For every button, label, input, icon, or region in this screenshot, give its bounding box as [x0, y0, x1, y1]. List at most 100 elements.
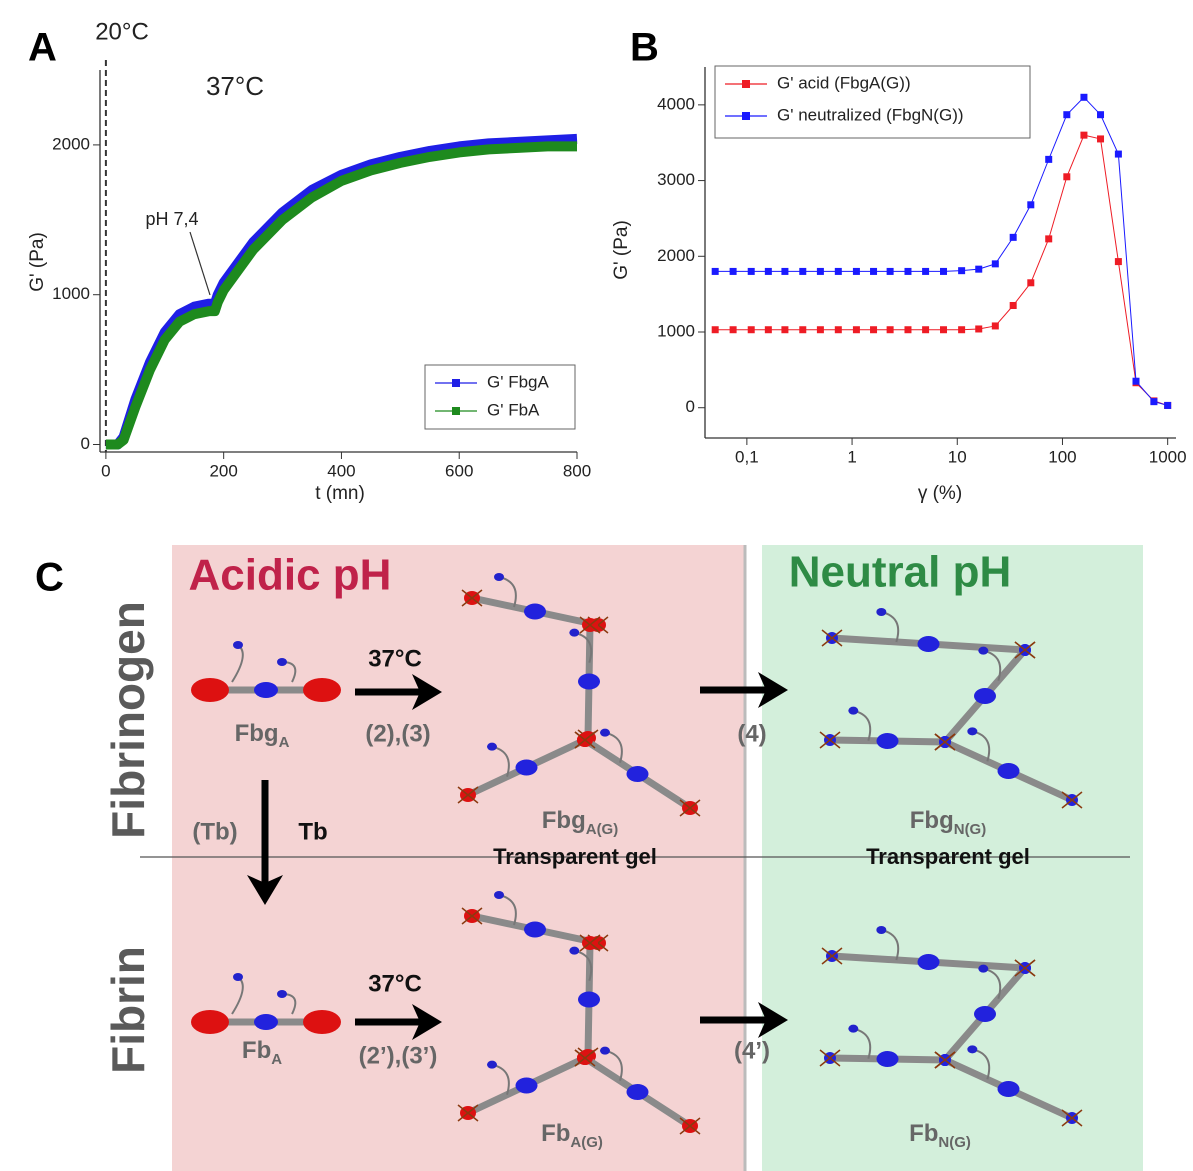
domain [569, 628, 580, 637]
y-tick-label: 2000 [657, 246, 695, 265]
step-label: Tb [298, 818, 327, 845]
y-tick-label: 2000 [52, 134, 90, 153]
panel-label: C [35, 556, 64, 600]
knot [679, 1117, 701, 1135]
domain [303, 1010, 341, 1034]
marker [747, 267, 755, 275]
marker [1063, 173, 1071, 181]
marker [991, 322, 999, 330]
domain [191, 678, 229, 702]
domain [303, 678, 341, 702]
x-tick-label: 10 [948, 447, 967, 466]
domain [848, 706, 859, 715]
domain [876, 1051, 899, 1067]
knot [1061, 791, 1083, 809]
y-axis-label: G' (Pa) [27, 232, 48, 292]
step-label: (2),(3) [365, 720, 430, 747]
knot [1014, 959, 1036, 977]
marker [1063, 111, 1071, 119]
step-label: 37°C [368, 970, 422, 997]
marker [870, 267, 878, 275]
legend-marker [742, 112, 750, 120]
legend-marker [452, 407, 460, 415]
step-label: 37°C [368, 645, 422, 672]
species-sub: N(G) [938, 1134, 971, 1151]
marker [1097, 111, 1105, 119]
species-label: FbA [242, 1037, 282, 1068]
species-name: Fbg [235, 720, 279, 747]
knot [461, 589, 483, 607]
marker [975, 325, 983, 333]
species-name: Fb [909, 1120, 938, 1147]
marker [852, 267, 860, 275]
marker [1150, 398, 1158, 406]
legend-label: G' FbA [487, 400, 540, 419]
step-label: (4’) [734, 1037, 770, 1064]
x-tick-label: 1000 [1149, 447, 1187, 466]
marker [1027, 279, 1035, 287]
marker [1045, 155, 1053, 163]
x-axis-label: t (mn) [315, 483, 365, 504]
domain [967, 1045, 978, 1054]
region-label: Acidic pH [189, 551, 392, 600]
domain [524, 921, 546, 938]
row-label: Fibrin [102, 946, 154, 1074]
x-tick-label: 400 [327, 461, 355, 480]
knot [821, 629, 843, 647]
marker [1027, 201, 1035, 209]
domain [967, 727, 978, 736]
marker [711, 267, 719, 275]
domain [974, 1006, 996, 1022]
domain [876, 608, 887, 616]
marker [781, 267, 789, 275]
x-axis-label: γ (%) [918, 483, 962, 504]
marker [958, 326, 966, 334]
marker [1132, 377, 1140, 385]
marker [940, 326, 948, 334]
domain [978, 964, 989, 973]
domain [277, 658, 287, 666]
marker [1009, 233, 1017, 241]
marker [975, 265, 983, 273]
domain [578, 991, 600, 1008]
marker [870, 326, 878, 334]
step-label: (2’),(3’) [359, 1042, 438, 1069]
region-label: Neutral pH [789, 548, 1011, 597]
species-sub: A [279, 734, 290, 751]
x-tick-label: 600 [445, 461, 473, 480]
caption: Transparent gel [493, 844, 657, 869]
domain [978, 646, 989, 655]
caption: Transparent gel [866, 844, 1030, 869]
knot [457, 786, 479, 804]
y-tick-label: 0 [81, 434, 90, 453]
x-tick-label: 100 [1048, 447, 1076, 466]
domain [277, 990, 287, 998]
marker [781, 326, 789, 334]
domain [997, 763, 1020, 779]
x-tick-label: 0,1 [735, 447, 759, 466]
legend-label: G' FbgA [487, 372, 549, 391]
marker [764, 267, 772, 275]
marker [1097, 135, 1105, 143]
marker [886, 326, 894, 334]
y-tick-label: 0 [686, 397, 695, 416]
domain [569, 946, 580, 955]
domain [848, 1024, 859, 1033]
knot [819, 1049, 841, 1067]
domain [515, 759, 538, 776]
knot [1061, 1109, 1083, 1127]
y-tick-label: 1000 [52, 284, 90, 303]
knot [579, 616, 601, 634]
knot [819, 731, 841, 749]
domain [494, 573, 504, 581]
domain [254, 682, 278, 698]
marker [1114, 150, 1122, 158]
species-sub: N(G) [954, 821, 987, 838]
marker [764, 326, 772, 334]
y-tick-label: 4000 [657, 94, 695, 113]
domain [600, 728, 610, 737]
marker [991, 260, 999, 268]
marker [904, 326, 912, 334]
annotation-arrow [189, 231, 211, 296]
